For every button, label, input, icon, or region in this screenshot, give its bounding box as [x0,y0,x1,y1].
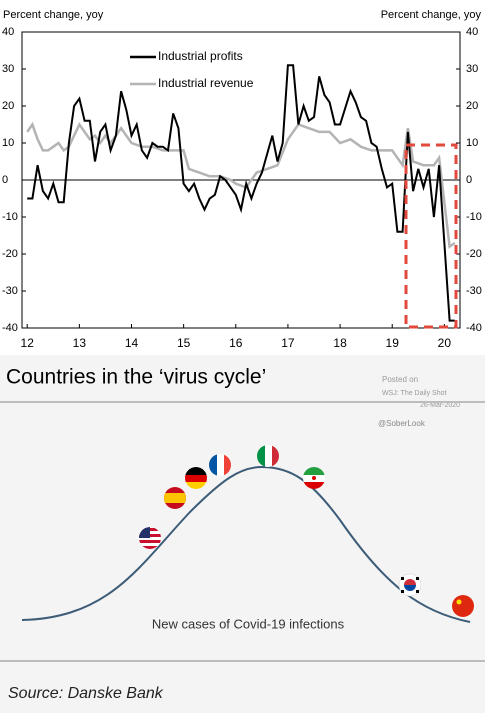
y2-tick-label: 20 [466,100,478,112]
handle: @SoberLook [378,419,426,428]
source-site: WSJ: The Daily Shot [382,390,447,397]
x-tick-label: 20 [438,336,452,350]
y-tick-label: 40 [2,26,14,38]
x-tick-label: 13 [73,336,87,350]
y2-axis-title: Percent change, yoy [381,9,482,21]
x-tick-label: 15 [177,336,191,350]
y2-tick-label: -20 [466,248,482,260]
legend-label: Industrial profits [158,49,243,63]
y-tick-label: -20 [2,248,18,260]
virus-curve [21,465,471,623]
y2-tick-label: 30 [466,63,478,75]
y2-tick-label: -30 [466,285,482,297]
infographic-title: Countries in the ‘virus cycle’ [6,366,266,389]
source-note: Source: Danske Bank [8,685,164,702]
flag-france [209,454,231,476]
y2-tick-label: 0 [466,174,472,186]
y-tick-label: -30 [2,285,18,297]
y2-tick-label: 40 [466,26,478,38]
plot: 40 30 20 10 0 -10 -20 -30 -40 40 30 20 10 0 -10 -20 -30 -… [2,26,482,350]
series-line [27,64,455,322]
y2-tick-label: -10 [466,211,482,223]
legend-label: Industrial revenue [158,76,254,90]
x-tick-label: 14 [125,336,139,350]
y2-tick-label: -40 [466,322,482,334]
x-tick-label: 16 [229,336,243,350]
x-tick-label: 19 [386,336,400,350]
y-tick-label: 0 [2,174,8,186]
series-line [26,121,456,249]
y-tick-label: 10 [2,137,14,149]
posted-label: Posted on [382,375,418,384]
flag-usa [139,527,161,549]
x-tick-label: 12 [21,336,35,350]
chart-background [0,0,485,355]
flag-china [452,595,474,617]
y2-tick-label: 10 [466,137,478,149]
flag-spain [164,487,186,509]
y-tick-label: 20 [2,100,14,112]
curve-label: New cases of Covid-19 infections [152,616,345,631]
flag-germany [185,467,207,489]
flag-korea [398,573,422,597]
y-axis-title: Percent change, yoy [3,9,104,21]
flag-italy [257,445,279,467]
infographic-background [0,355,485,713]
x-tick-label: 17 [281,336,295,350]
y-tick-label: -10 [2,211,18,223]
x-tick-label: 18 [333,336,347,350]
y-tick-label: -40 [2,322,18,334]
post-date: 26-Mar-2020 [420,402,460,409]
y-tick-label: 30 [2,63,14,75]
highlight-box [404,143,458,329]
flag-iran [303,467,325,489]
